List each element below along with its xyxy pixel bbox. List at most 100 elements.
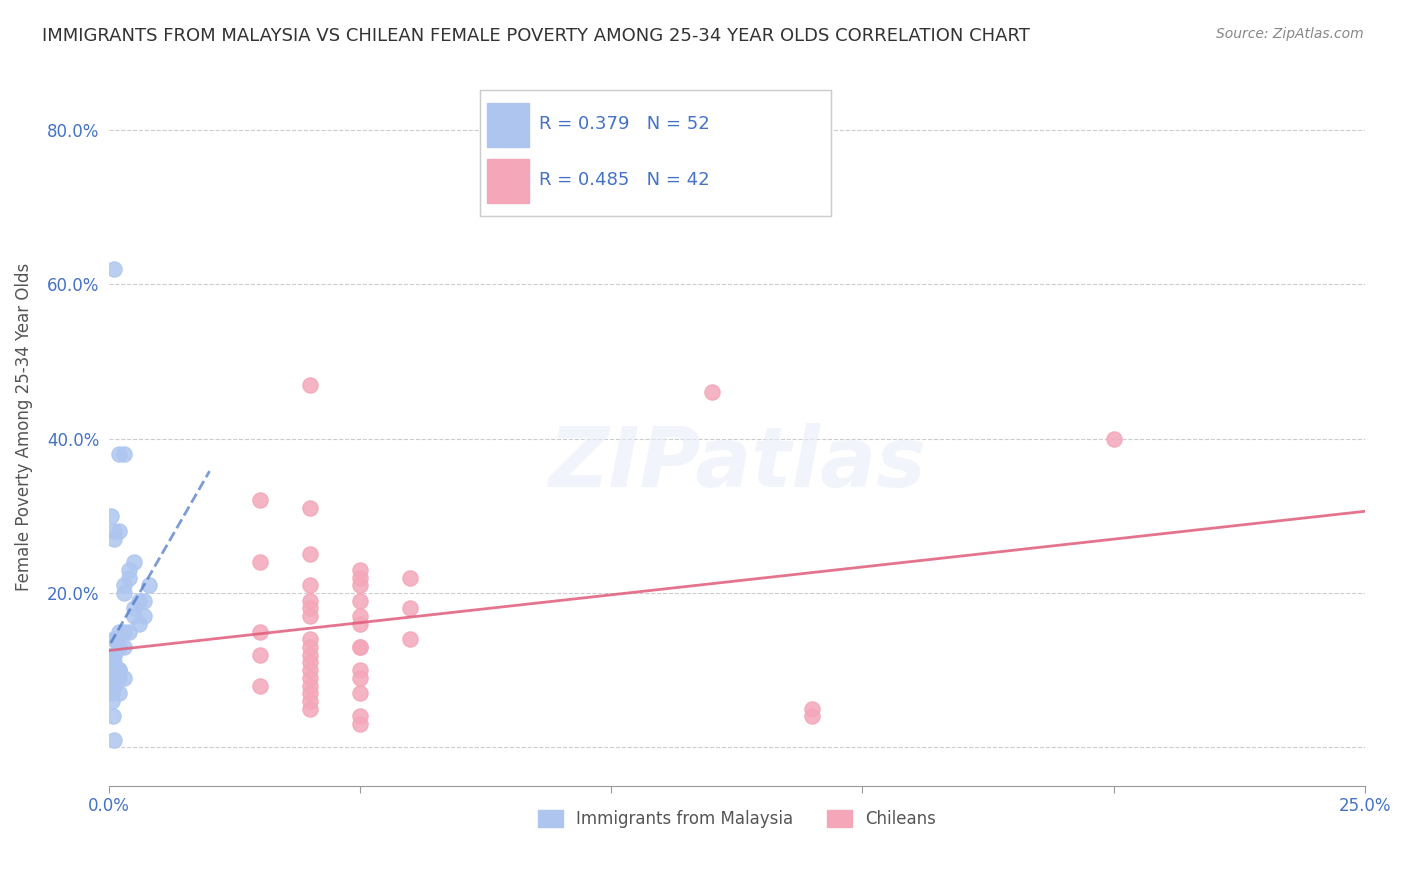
Point [298, 656, 321, 670]
Point [103, 632, 125, 647]
Point [101, 671, 124, 685]
Point [103, 732, 125, 747]
Point [108, 663, 131, 677]
Text: IMMIGRANTS FROM MALAYSIA VS CHILEAN FEMALE POVERTY AMONG 25-34 YEAR OLDS CORRELA: IMMIGRANTS FROM MALAYSIA VS CHILEAN FEMA… [42, 27, 1031, 45]
Point [100, 671, 122, 685]
Point [249, 679, 271, 693]
Point [108, 663, 131, 677]
Point [298, 701, 321, 715]
Point [298, 632, 321, 647]
Point [349, 663, 371, 677]
Point [103, 632, 125, 647]
Point [138, 578, 160, 592]
Point [298, 601, 321, 615]
Text: 25.0%: 25.0% [1339, 797, 1391, 815]
Point [112, 640, 135, 654]
Point [108, 671, 131, 685]
Point [349, 717, 371, 731]
Point [801, 701, 824, 715]
Point [399, 601, 422, 615]
Point [103, 663, 125, 677]
Point [298, 694, 321, 708]
Point [103, 679, 125, 693]
Point [103, 532, 125, 546]
Point [134, 609, 156, 624]
Point [103, 648, 125, 662]
Y-axis label: Female Poverty Among 25-34 Year Olds: Female Poverty Among 25-34 Year Olds [15, 263, 32, 591]
Point [349, 616, 371, 631]
Point [399, 570, 422, 584]
Point [349, 640, 371, 654]
Point [100, 686, 122, 700]
Point [249, 648, 271, 662]
Point [108, 524, 131, 539]
Point [298, 671, 321, 685]
Point [100, 679, 122, 693]
Point [134, 593, 156, 607]
Point [298, 377, 321, 392]
Point [298, 648, 321, 662]
Point [103, 524, 125, 539]
Point [700, 385, 723, 400]
Point [298, 593, 321, 607]
Text: Source: ZipAtlas.com: Source: ZipAtlas.com [1216, 27, 1364, 41]
Point [349, 593, 371, 607]
Point [349, 686, 371, 700]
Point [100, 508, 122, 523]
Point [249, 555, 271, 569]
Point [122, 601, 145, 615]
Point [112, 447, 135, 461]
Point [298, 679, 321, 693]
Point [298, 501, 321, 516]
Point [128, 593, 150, 607]
Point [112, 586, 135, 600]
Point [103, 663, 125, 677]
Point [349, 563, 371, 577]
Point [349, 709, 371, 723]
Point [112, 578, 135, 592]
Point [298, 578, 321, 592]
Point [100, 656, 122, 670]
Point [118, 570, 141, 584]
Point [112, 671, 135, 685]
Point [103, 679, 125, 693]
Point [103, 656, 125, 670]
Point [118, 624, 141, 639]
Point [108, 624, 131, 639]
Point [100, 648, 122, 662]
Point [399, 632, 422, 647]
Point [118, 563, 141, 577]
Point [100, 694, 122, 708]
Point [298, 686, 321, 700]
Point [103, 648, 125, 662]
Point [103, 663, 125, 677]
Point [128, 616, 150, 631]
Point [103, 262, 125, 277]
Point [108, 663, 131, 677]
Text: ZIPatlas: ZIPatlas [548, 423, 927, 503]
Point [108, 640, 131, 654]
Point [249, 624, 271, 639]
Point [298, 640, 321, 654]
Point [349, 640, 371, 654]
Point [108, 686, 131, 700]
Point [249, 493, 271, 508]
Point [112, 624, 135, 639]
Point [298, 663, 321, 677]
Point [801, 709, 824, 723]
Point [122, 555, 145, 569]
Point [349, 578, 371, 592]
Point [349, 671, 371, 685]
Legend: Immigrants from Malaysia, Chileans: Immigrants from Malaysia, Chileans [531, 804, 942, 835]
Point [298, 609, 321, 624]
Point [349, 609, 371, 624]
Point [108, 447, 131, 461]
Text: 0.0%: 0.0% [89, 797, 129, 815]
Point [298, 548, 321, 562]
Point [108, 640, 131, 654]
Point [122, 609, 145, 624]
Point [101, 671, 124, 685]
Point [1102, 432, 1125, 446]
Point [103, 679, 125, 693]
Point [349, 570, 371, 584]
